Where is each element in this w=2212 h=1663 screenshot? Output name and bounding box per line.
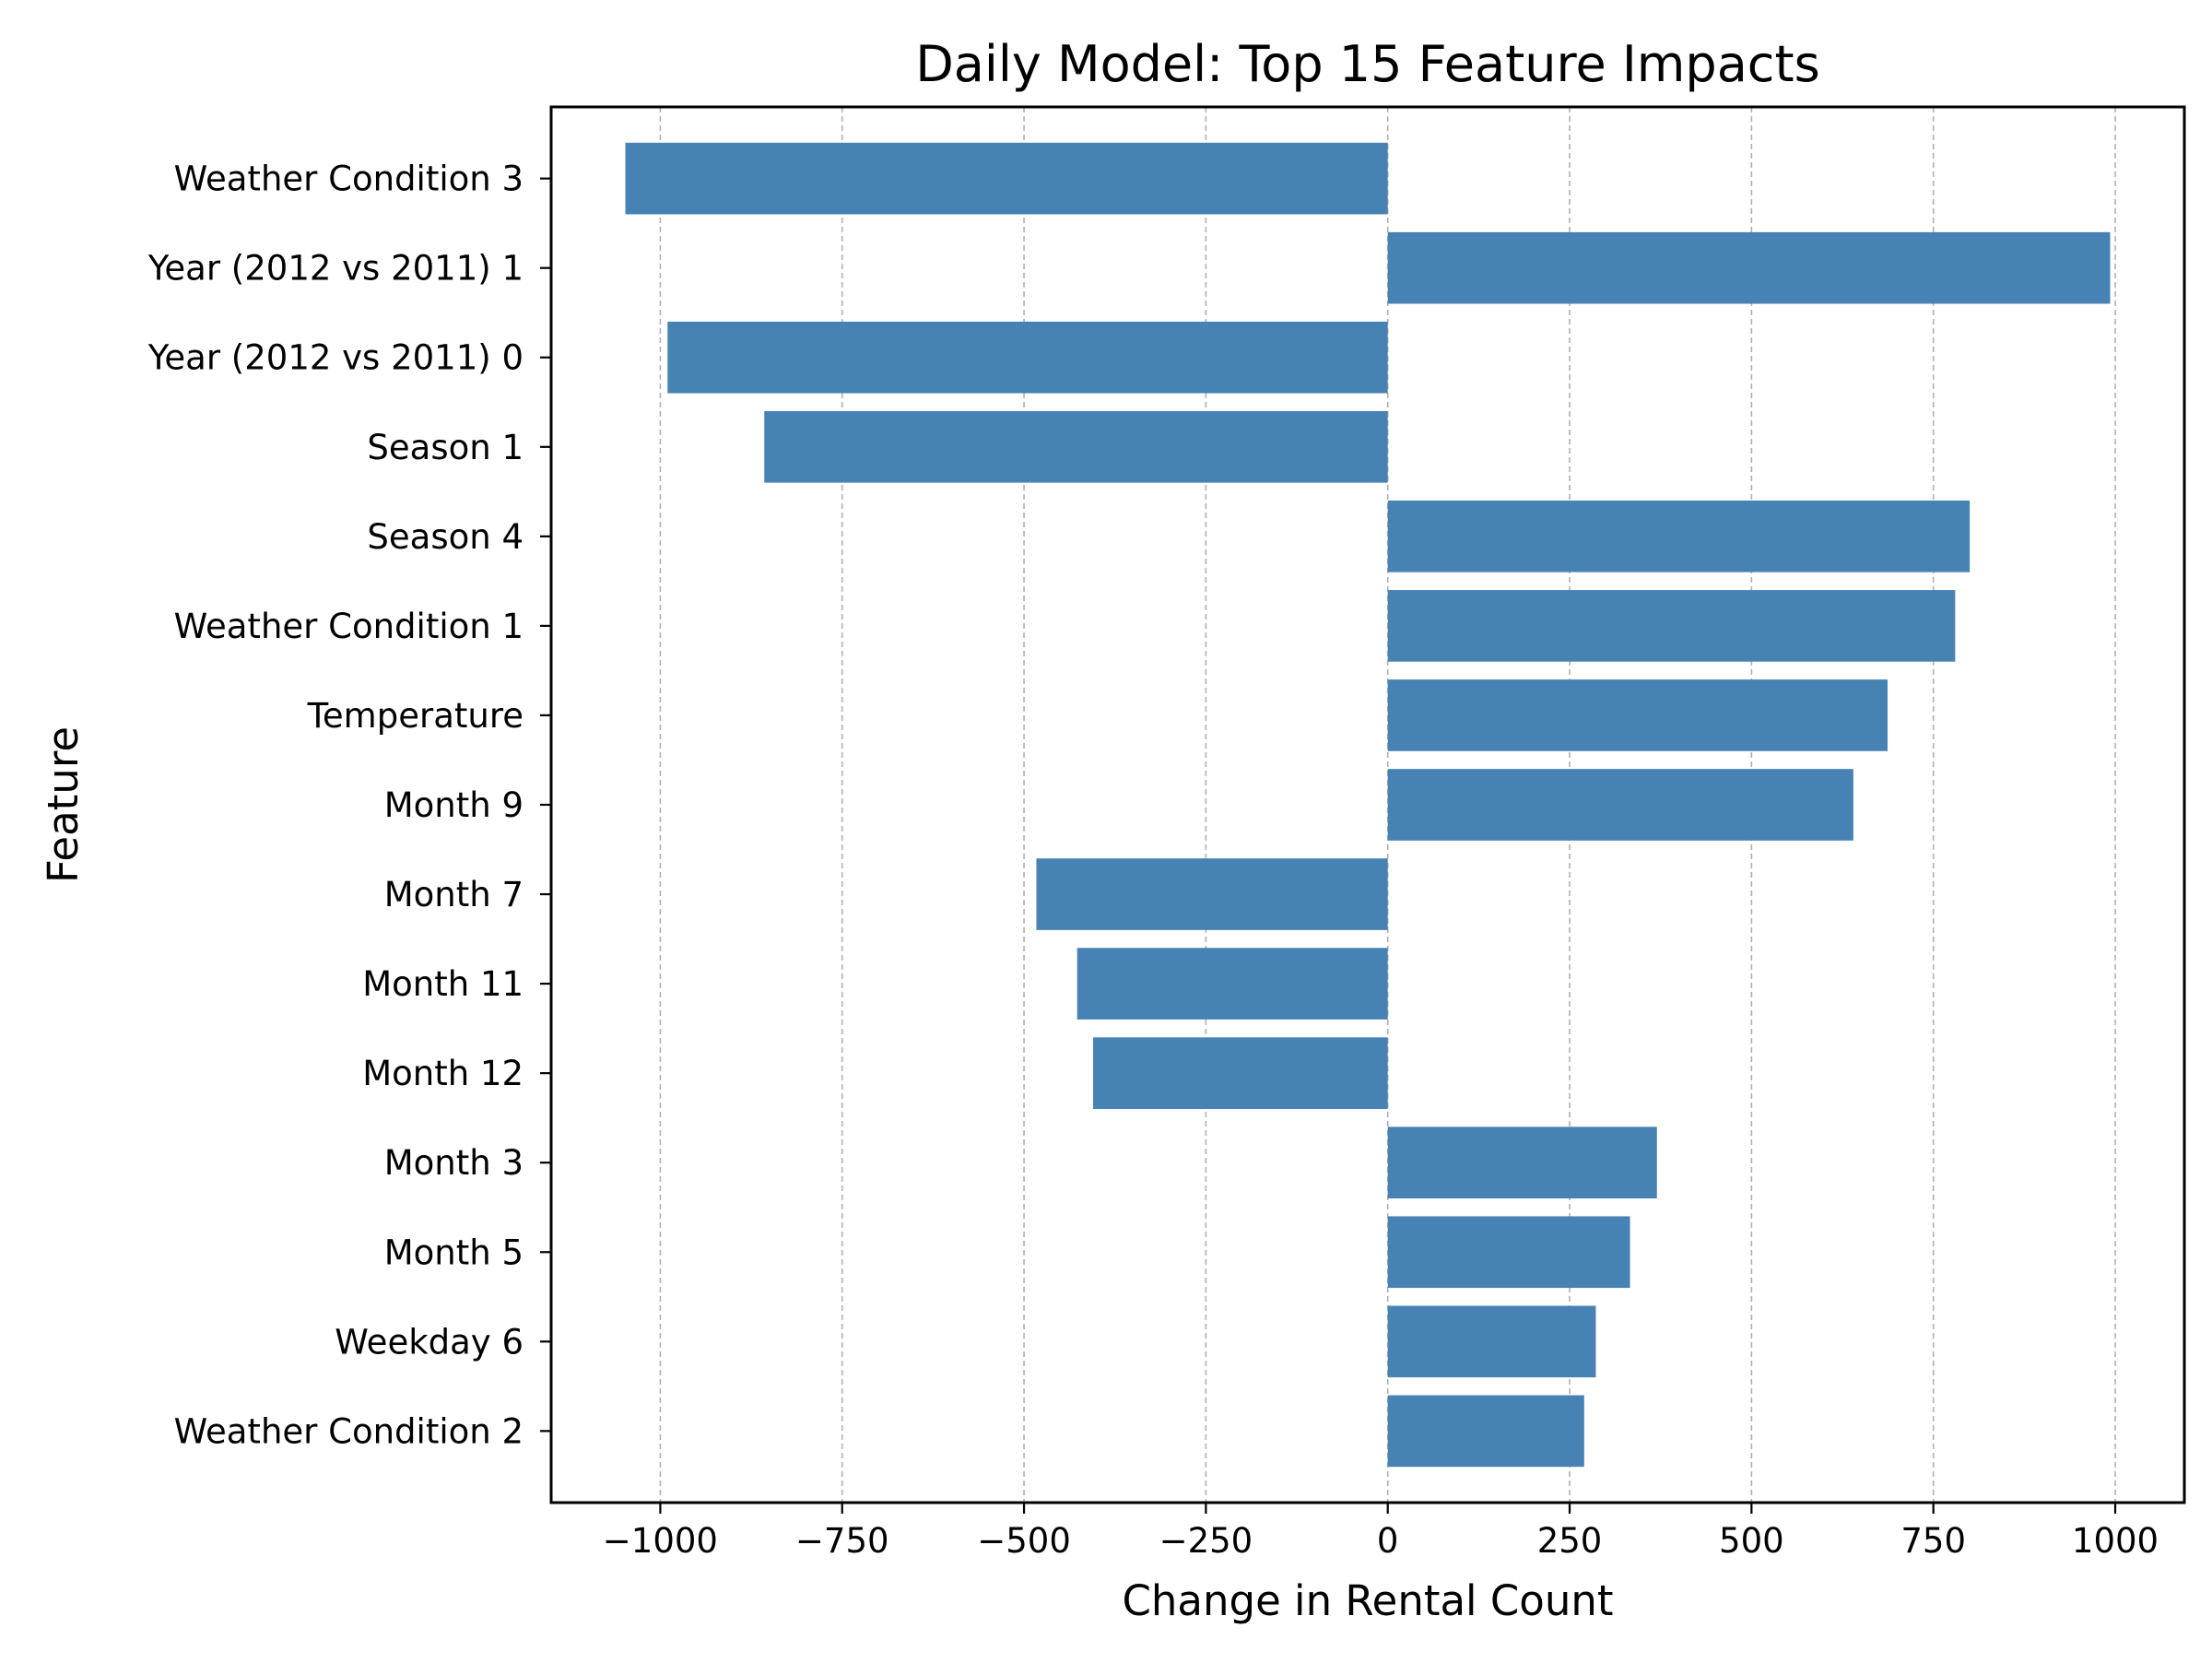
y-tick-label: Season 1 [367, 428, 524, 467]
x-tick-label: 500 [1719, 1521, 1784, 1561]
y-axis-ticks: Weather Condition 3 Year (2012 vs 2011) 1… [147, 159, 551, 1451]
bar [1387, 1216, 1630, 1289]
bar [1387, 231, 2111, 304]
y-axis-label: Feature [39, 726, 88, 883]
y-tick-label: Weekday 6 [335, 1322, 524, 1362]
y-tick-label: Weather Condition 3 [174, 159, 524, 199]
y-tick-label: Month 9 [384, 785, 524, 825]
y-tick-label: Weather Condition 1 [174, 607, 524, 646]
bar [1036, 858, 1388, 930]
y-tick-label: Year (2012 vs 2011) 1 [147, 249, 524, 289]
y-tick-label: Season 4 [367, 517, 524, 557]
y-tick-label: Weather Condition 2 [174, 1411, 524, 1451]
x-tick-label: 1000 [2072, 1521, 2159, 1561]
bar [1387, 769, 1853, 841]
x-tick-label: 750 [1900, 1521, 1966, 1561]
y-tick-label: Temperature [307, 696, 524, 736]
bar [1387, 1126, 1657, 1199]
y-tick-label: Year (2012 vs 2011) 0 [147, 338, 524, 378]
x-tick-label: 0 [1377, 1521, 1399, 1561]
bar [1387, 1305, 1596, 1378]
y-tick-label: Month 7 [384, 875, 524, 914]
x-tick-label: −250 [1159, 1521, 1253, 1561]
bar [1387, 679, 1888, 751]
bar [1077, 948, 1388, 1020]
y-tick-label: Month 3 [384, 1143, 524, 1183]
bar [667, 321, 1388, 394]
x-tick-label: −1000 [603, 1521, 718, 1561]
y-tick-label: Month 11 [362, 964, 524, 1004]
bar [625, 142, 1388, 215]
chart-title: Daily Model: Top 15 Feature Impacts [915, 35, 1820, 93]
y-tick-label: Month 12 [362, 1054, 524, 1093]
x-tick-label: 250 [1537, 1521, 1603, 1561]
x-axis-label: Change in Rental Count [1122, 1576, 1613, 1625]
y-tick-label: Month 5 [384, 1233, 524, 1272]
bar [1387, 501, 1971, 572]
bar [1093, 1037, 1388, 1109]
bar [1387, 590, 1956, 662]
bars [625, 142, 2111, 1468]
x-tick-label: −750 [795, 1521, 889, 1561]
x-axis-ticks: −1000 −750 −500 −250 0 250 500 750 1000 [603, 1503, 2159, 1561]
x-tick-label: −500 [977, 1521, 1071, 1561]
bar [1387, 1395, 1584, 1468]
bar [764, 410, 1388, 483]
